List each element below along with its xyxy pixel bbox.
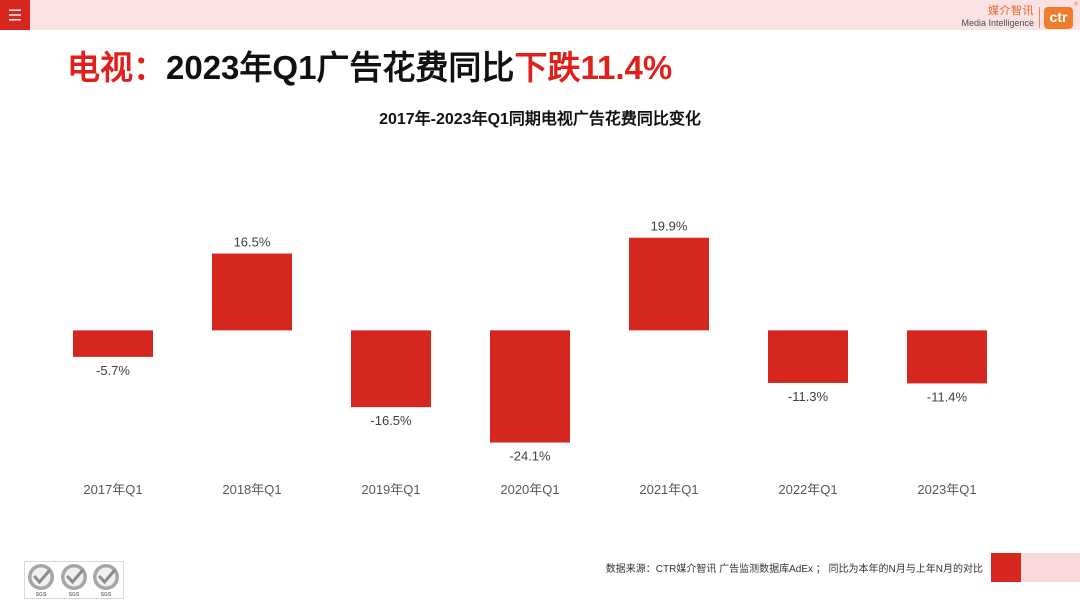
chart-title: 2017年-2023年Q1同期电视广告花费同比变化 (379, 111, 701, 128)
sgs-certification-badge: SGS (61, 564, 87, 598)
checkmark-icon (33, 569, 51, 585)
page-title: 电视：2023年Q1广告花费同比下跌11.4% (67, 47, 672, 89)
data-label-2018-q1: 16.5% (234, 235, 271, 250)
bar-2018-q1 (212, 253, 292, 331)
bar-2021-q1 (629, 237, 709, 331)
data-label-2019-q1: -16.5% (370, 413, 412, 428)
category-label-2017-q1: 2017年Q1 (83, 482, 142, 497)
sgs-certification-badge: SGS (28, 564, 54, 598)
checkmark-icon (66, 569, 84, 585)
bar-2022-q1 (768, 330, 848, 383)
footer-accent-band (1021, 553, 1080, 582)
registered-mark: ® (1073, 1, 1079, 8)
brand-name-cn: 媒介智讯 (988, 5, 1034, 17)
data-label-2022-q1: -11.3% (788, 389, 829, 404)
bar-2019-q1 (351, 330, 431, 408)
title-highlight: 下跌11.4% (514, 49, 673, 86)
ctr-logo: ctr (1044, 7, 1073, 29)
menu-button[interactable] (0, 0, 30, 30)
checkmark-icon (98, 569, 116, 585)
data-label-2017-q1: -5.7% (96, 363, 130, 378)
hamburger-menu-icon (9, 9, 21, 21)
bar-2017-q1 (73, 330, 153, 357)
sgs-mark-text: SGS (101, 592, 112, 598)
data-label-2021-q1: 19.9% (651, 219, 688, 234)
top-band: 媒介智讯 Media Intelligence ctr ® (0, 0, 1080, 30)
bar-chart: -5.7% 2017年Q1 16.5% 2018年Q1 -16.5% 2019年Q1 -24… (73, 219, 987, 497)
data-source-note: 数据来源：CTR媒介智讯 广告监测数据库AdEx ； 同比为本年的N月与上年N月… (605, 564, 983, 575)
bar-2023-q1 (907, 330, 987, 384)
footer-accent-block (991, 553, 1021, 582)
category-label-2021-q1: 2021年Q1 (639, 482, 698, 497)
sgs-mark-text: SGS (36, 592, 47, 598)
brand-divider (1039, 7, 1040, 28)
data-label-2023-q1: -11.4% (927, 389, 968, 404)
sgs-mark-text: SGS (69, 592, 80, 598)
brand-name-en: Media Intelligence (961, 18, 1034, 28)
sgs-certification-logos: SGS SGS SGS (24, 561, 124, 599)
category-label-2023-q1: 2023年Q1 (917, 482, 976, 497)
category-label-2019-q1: 2019年Q1 (361, 482, 420, 497)
data-label-2020-q1: -24.1% (509, 449, 551, 464)
title-main: 2023年Q1广告花费同比 (166, 49, 515, 86)
category-label-2018-q1: 2018年Q1 (222, 482, 281, 497)
sgs-certification-badge: SGS (93, 564, 119, 598)
bar-2020-q1 (490, 330, 570, 443)
category-label-2020-q1: 2020年Q1 (500, 482, 559, 497)
brand-wordmark: 媒介智讯 Media Intelligence (961, 6, 1034, 28)
title-prefix: 电视： (67, 49, 166, 86)
category-label-2022-q1: 2022年Q1 (778, 482, 837, 497)
